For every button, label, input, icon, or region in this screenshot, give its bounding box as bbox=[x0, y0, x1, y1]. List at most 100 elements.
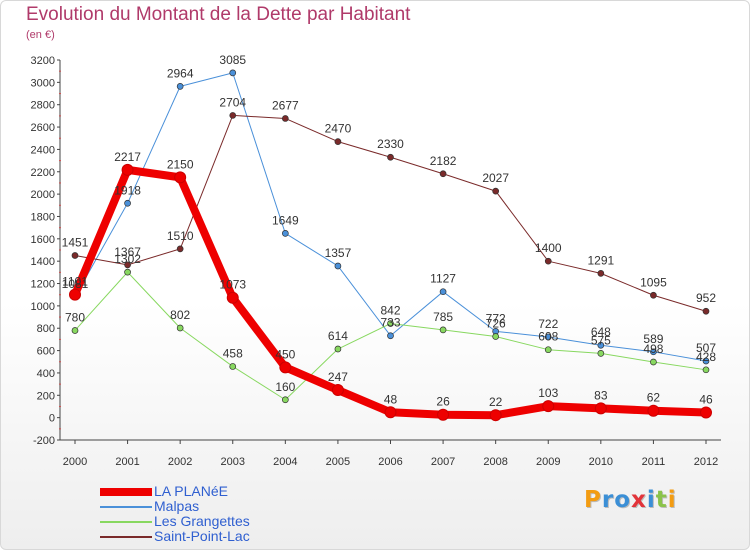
data-label: 1073 bbox=[219, 278, 246, 292]
logo-letter: i bbox=[646, 487, 656, 513]
y-tick-label: 2600 bbox=[31, 122, 55, 134]
data-point bbox=[439, 326, 447, 334]
data-point bbox=[702, 357, 710, 365]
logo-letter: i bbox=[667, 487, 677, 513]
data-point bbox=[334, 138, 342, 145]
data-label: 780 bbox=[65, 310, 85, 324]
chart-title: Evolution du Montant de la Dette par Hab… bbox=[26, 4, 411, 25]
data-label: 2217 bbox=[114, 150, 141, 164]
data-point bbox=[544, 333, 552, 341]
data-point bbox=[69, 288, 81, 301]
data-label: 952 bbox=[696, 291, 716, 305]
data-point bbox=[124, 199, 131, 207]
data-point bbox=[334, 345, 342, 353]
y-tick-label: 1600 bbox=[31, 234, 55, 246]
data-point bbox=[331, 384, 344, 397]
data-point bbox=[437, 408, 450, 421]
x-tick-label: 2012 bbox=[694, 456, 718, 468]
data-point bbox=[597, 270, 605, 277]
data-label: 1357 bbox=[325, 246, 352, 260]
data-label: 1451 bbox=[62, 235, 89, 249]
y-tick-label: 2800 bbox=[31, 100, 55, 112]
data-point bbox=[439, 288, 447, 296]
data-label: 160 bbox=[275, 380, 295, 394]
y-tick-label: 200 bbox=[37, 390, 55, 402]
data-point bbox=[702, 307, 710, 315]
data-point bbox=[229, 112, 237, 119]
legend-swatch bbox=[100, 521, 152, 523]
data-point bbox=[229, 363, 237, 370]
data-point bbox=[71, 327, 79, 334]
data-point bbox=[650, 348, 657, 356]
y-tick-label: -200 bbox=[33, 435, 55, 447]
data-point bbox=[702, 366, 710, 374]
y-tick-label: 1000 bbox=[31, 301, 55, 313]
data-point bbox=[647, 404, 660, 417]
data-point bbox=[387, 332, 394, 340]
data-point bbox=[121, 163, 134, 176]
legend-swatch bbox=[100, 536, 152, 538]
x-tick-label: 2003 bbox=[221, 456, 245, 468]
data-point bbox=[594, 402, 607, 415]
data-point bbox=[174, 171, 187, 184]
logo-letter: P bbox=[584, 487, 602, 513]
data-point bbox=[597, 341, 605, 349]
data-label: 2330 bbox=[377, 137, 404, 151]
legend-label: Malpas bbox=[154, 498, 200, 514]
data-point bbox=[597, 350, 605, 357]
logo-letter: t bbox=[655, 487, 668, 513]
y-tick-label: 3200 bbox=[31, 55, 55, 67]
data-point bbox=[544, 257, 552, 265]
legend-swatch bbox=[100, 488, 152, 496]
data-label: 1095 bbox=[640, 275, 667, 289]
y-tick-label: 3000 bbox=[31, 77, 55, 89]
data-label: 450 bbox=[275, 347, 295, 361]
data-label: 2964 bbox=[167, 66, 194, 80]
x-tick-label: 2002 bbox=[168, 456, 192, 468]
series-line-0 bbox=[71, 165, 710, 420]
data-point bbox=[387, 153, 394, 161]
data-label: 1291 bbox=[587, 253, 614, 267]
data-label: 428 bbox=[696, 350, 716, 364]
data-point bbox=[226, 291, 239, 304]
data-label: 722 bbox=[538, 317, 558, 331]
data-label: 247 bbox=[328, 370, 348, 384]
data-label: 48 bbox=[384, 392, 398, 406]
y-tick-label: 1800 bbox=[31, 211, 55, 223]
logo-letter: x bbox=[631, 487, 647, 513]
data-label: 733 bbox=[380, 316, 400, 330]
data-label: 589 bbox=[643, 332, 663, 346]
data-label: 1400 bbox=[535, 241, 562, 255]
y-tick-label: 1200 bbox=[31, 279, 55, 291]
x-tick-label: 2011 bbox=[642, 456, 666, 468]
data-label: 458 bbox=[223, 346, 243, 360]
data-label: 103 bbox=[538, 386, 558, 400]
data-point bbox=[279, 361, 292, 374]
data-label: 1367 bbox=[114, 245, 141, 259]
x-tick-label: 2000 bbox=[63, 456, 87, 468]
data-point bbox=[387, 320, 394, 327]
x-tick-label: 2006 bbox=[378, 456, 402, 468]
data-point bbox=[650, 291, 657, 299]
proxiti-logo: Proxiti bbox=[584, 487, 677, 513]
data-label: 842 bbox=[380, 304, 400, 318]
y-tick-label: 400 bbox=[37, 368, 55, 380]
data-point bbox=[124, 261, 131, 269]
data-point bbox=[176, 83, 184, 90]
data-label: 772 bbox=[486, 311, 506, 325]
data-point bbox=[650, 358, 657, 366]
legend-label: Saint-Point-Lac bbox=[154, 528, 250, 544]
y-tick-label: 800 bbox=[37, 323, 55, 335]
data-point bbox=[384, 406, 397, 419]
legend-swatch bbox=[100, 506, 152, 508]
data-label: 2677 bbox=[272, 98, 299, 112]
data-label: 46 bbox=[699, 393, 713, 407]
legend-label: LA PLANéE bbox=[154, 483, 228, 499]
data-label: 726 bbox=[486, 317, 506, 331]
x-tick-label: 2004 bbox=[273, 456, 297, 468]
data-label: 83 bbox=[594, 388, 608, 402]
data-label: 2470 bbox=[325, 122, 352, 136]
x-tick-label: 2009 bbox=[536, 456, 560, 468]
y-tick-label: 2000 bbox=[31, 189, 55, 201]
